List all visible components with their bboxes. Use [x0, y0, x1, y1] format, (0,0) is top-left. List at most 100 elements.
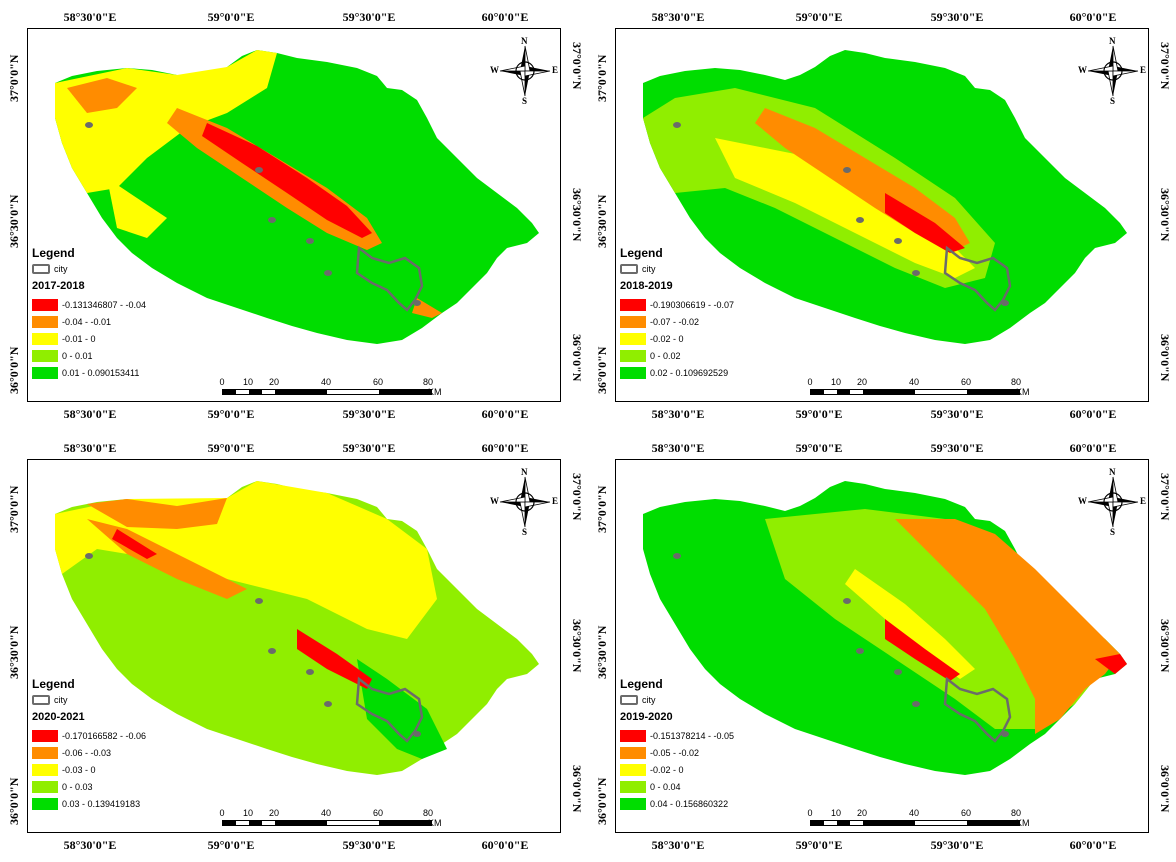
longitude-tick-label: 60°0'0"E: [481, 441, 529, 455]
longitude-tick-label: 59°0'0"E: [795, 838, 843, 852]
legend-class-label: 0 - 0.02: [650, 350, 681, 361]
scale-bar-label: 0: [219, 377, 225, 387]
latitude-tick-label: 37°0'0"N: [7, 54, 21, 102]
latitude-tick-label: 36°30'0"N: [1158, 188, 1172, 242]
legend-swatch: [620, 366, 646, 379]
settlement-marker: [85, 122, 93, 128]
settlement-marker: [255, 167, 263, 173]
compass-label-n: N: [521, 36, 528, 46]
settlement-marker: [673, 553, 681, 559]
class-region-6: [297, 629, 372, 689]
scale-bar: 0 10 20 40 60 80 KM: [807, 808, 1040, 830]
class-region-2: [87, 498, 227, 529]
legend-class-entry: -0.05 - -0.02: [620, 744, 790, 761]
legend-swatch: [620, 729, 646, 742]
longitude-tick-label: 58°30'0"E: [651, 407, 705, 421]
settlement-marker: [856, 217, 864, 223]
class-region-4: [885, 619, 960, 681]
legend-swatch: [620, 315, 646, 328]
compass-label-n: N: [1109, 36, 1116, 46]
latitude-tick-label: 36°0'0"N: [570, 334, 584, 382]
legend-class-entry: -0.02 - 0: [620, 330, 790, 347]
map-panel-2020-2021: 58°30'0"E 58°30'0"E 59°0'0"E 59°0'0"E 59°30'…: [0, 431, 588, 862]
legend-swatch: [32, 349, 58, 362]
legend-class-label: 0.03 - 0.139419183: [62, 798, 141, 809]
latitude-tick-label: 37°0'0"N: [595, 54, 609, 102]
scale-bar-label: 60: [372, 808, 384, 818]
legend-class-label: 0.01 - 0.090153411: [62, 367, 140, 378]
legend-swatch: [32, 332, 58, 345]
city-symbol: [620, 695, 638, 705]
scale-bar-segments: [222, 389, 432, 395]
legend-class-label: -0.02 - 0: [650, 333, 684, 344]
city-boundary: [355, 676, 424, 743]
scale-bar-unit: KM: [428, 818, 442, 828]
longitude-tick-label: 58°30'0"E: [651, 441, 705, 455]
class-region-5: [107, 178, 167, 238]
legend-swatch: [32, 780, 58, 793]
scale-bar-unit: KM: [1016, 818, 1030, 828]
city-symbol: [32, 264, 50, 274]
legend-class-label: -0.02 - 0: [650, 764, 684, 775]
compass-label-n: N: [1109, 467, 1116, 477]
map-legend: Legend city 2017-2018 -0.131346807 - -0.04 -…: [32, 246, 202, 381]
legend-swatch: [32, 298, 58, 311]
legend-class-entry: 0.02 - 0.109692529: [620, 364, 790, 381]
scale-bar-label: 80: [1010, 377, 1022, 387]
latitude-tick-label: 36°0'0"N: [595, 777, 609, 825]
latitude-tick-label: 37°0'0"N: [570, 42, 584, 90]
map-legend: Legend city 2018-2019 -0.190306619 - -0.07 -…: [620, 246, 790, 381]
longitude-tick-label: 60°0'0"E: [481, 407, 529, 421]
scale-bar-label: 40: [908, 808, 920, 818]
legend-period-title: 2018-2019: [620, 280, 673, 292]
legend-class-label: 0 - 0.01: [62, 350, 93, 361]
latitude-tick-label: 36°0'0"N: [1158, 334, 1172, 382]
legend-class-entry: -0.01 - 0: [32, 330, 202, 347]
latitude-tick-label: 36°0'0"N: [1158, 765, 1172, 813]
map-panel-2019-2020: 58°30'0"E 58°30'0"E 59°0'0"E 59°0'0"E 59°30'…: [588, 431, 1176, 862]
latitude-tick-label: 36°30'0"N: [7, 194, 21, 248]
legend-class-entry: -0.02 - 0: [620, 761, 790, 778]
legend-swatch: [620, 797, 646, 810]
settlement-marker: [306, 238, 314, 244]
scale-bar-label: 60: [960, 808, 972, 818]
compass-label-w: W: [490, 65, 499, 75]
compass-label-s: S: [1110, 527, 1116, 537]
legend-city-entry: city: [32, 264, 202, 274]
scale-bar-label: 80: [422, 808, 434, 818]
settlement-marker: [268, 648, 276, 654]
legend-swatch: [620, 763, 646, 776]
north-arrow-compass-icon: N S E W: [490, 36, 560, 106]
latitude-tick-label: 36°0'0"N: [7, 777, 21, 825]
compass-label-w: W: [490, 496, 499, 506]
longitude-tick-label: 60°0'0"E: [1069, 441, 1117, 455]
legend-swatch: [620, 746, 646, 759]
legend-class-label: 0.02 - 0.109692529: [650, 367, 729, 378]
legend-city-entry: city: [32, 695, 202, 705]
class-region-4: [885, 193, 965, 253]
legend-class-entry: 0.03 - 0.139419183: [32, 795, 202, 812]
legend-swatch: [32, 746, 58, 759]
latitude-tick-label: 37°0'0"N: [1158, 42, 1172, 90]
settlement-marker: [413, 300, 421, 306]
legend-title: Legend: [32, 246, 75, 260]
latitude-tick-label: 36°30'0"N: [595, 625, 609, 679]
settlement-marker: [1001, 300, 1009, 306]
class-region-2: [67, 78, 137, 113]
scale-bar-label: 60: [960, 377, 972, 387]
legend-title: Legend: [32, 677, 75, 691]
latitude-tick-label: 36°30'0"N: [570, 188, 584, 242]
legend-class-entry: -0.03 - 0: [32, 761, 202, 778]
longitude-tick-label: 59°0'0"E: [207, 10, 255, 24]
scale-bar-segments: [222, 820, 432, 826]
latitude-tick-label: 36°30'0"N: [595, 194, 609, 248]
city-label: city: [54, 264, 68, 274]
scale-bar-label: 10: [830, 377, 842, 387]
scale-bar-label: 20: [268, 377, 280, 387]
longitude-tick-label: 59°30'0"E: [930, 10, 984, 24]
compass-label-w: W: [1078, 65, 1087, 75]
compass-label-w: W: [1078, 496, 1087, 506]
scale-bar-label: 10: [242, 377, 254, 387]
settlement-marker: [324, 701, 332, 707]
legend-class-label: -0.170166582 - -0.06: [62, 730, 147, 741]
